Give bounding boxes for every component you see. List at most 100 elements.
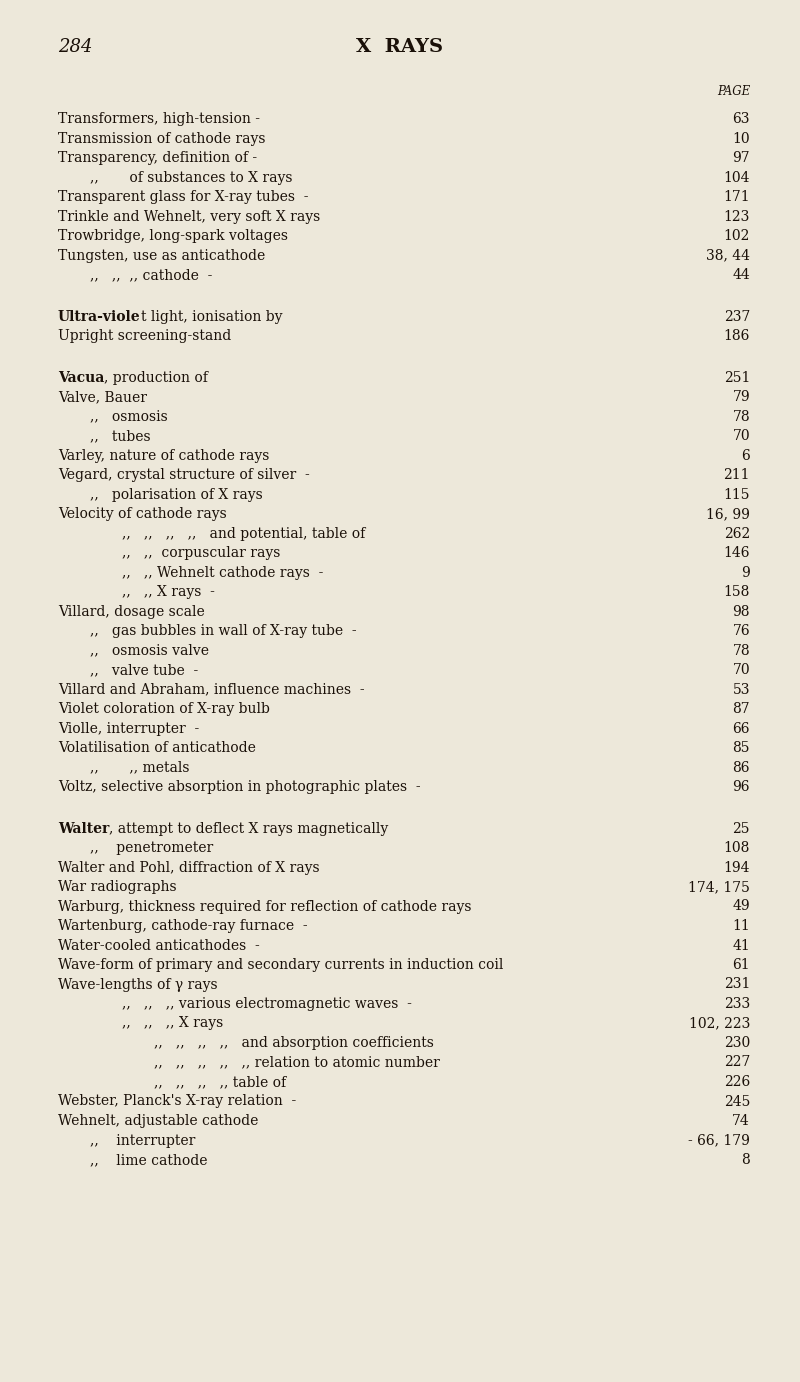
Text: 61: 61 (732, 958, 750, 972)
Text: Ultra-viole: Ultra-viole (58, 310, 141, 323)
Text: 262: 262 (724, 527, 750, 540)
Text: ,,   ,,   ,,   ,,   and potential, table of: ,, ,, ,, ,, and potential, table of (122, 527, 366, 540)
Text: Wave-form of primary and secondary currents in induction coil: Wave-form of primary and secondary curre… (58, 958, 503, 972)
Text: Walter and Pohl, diffraction of X rays: Walter and Pohl, diffraction of X rays (58, 861, 320, 875)
Text: Transparent glass for X-ray tubes  -: Transparent glass for X-ray tubes - (58, 189, 309, 205)
Text: 86: 86 (733, 760, 750, 774)
Text: Tungsten, use as anticathode: Tungsten, use as anticathode (58, 249, 266, 263)
Text: 44: 44 (732, 268, 750, 282)
Text: ,,       ,, metals: ,, ,, metals (90, 760, 190, 774)
Text: Varley, nature of cathode rays: Varley, nature of cathode rays (58, 449, 270, 463)
Text: 284: 284 (58, 37, 93, 57)
Text: , production of: , production of (104, 370, 208, 384)
Text: Villard, dosage scale: Villard, dosage scale (58, 604, 205, 619)
Text: 79: 79 (732, 390, 750, 404)
Text: 146: 146 (723, 546, 750, 560)
Text: 123: 123 (724, 210, 750, 224)
Text: ,,   ,, X rays  -: ,, ,, X rays - (122, 585, 215, 598)
Text: ,,    lime cathode: ,, lime cathode (90, 1153, 207, 1166)
Text: 25: 25 (733, 821, 750, 836)
Text: Violle, interrupter  -: Violle, interrupter - (58, 721, 199, 735)
Text: , attempt to deflect X rays magnetically: , attempt to deflect X rays magnetically (110, 821, 389, 836)
Text: ,,   ,,   ,, various electromagnetic waves  -: ,, ,, ,, various electromagnetic waves - (122, 996, 412, 1012)
Text: 237: 237 (724, 310, 750, 323)
Text: 231: 231 (724, 977, 750, 991)
Text: Wehnelt, adjustable cathode: Wehnelt, adjustable cathode (58, 1114, 258, 1128)
Text: Warburg, thickness required for reflection of cathode rays: Warburg, thickness required for reflecti… (58, 900, 471, 914)
Text: ,,   ,,   ,,   ,,   ,, relation to atomic number: ,, ,, ,, ,, ,, relation to atomic number (154, 1056, 440, 1070)
Text: Violet coloration of X-ray bulb: Violet coloration of X-ray bulb (58, 702, 270, 716)
Text: ,,    penetrometer: ,, penetrometer (90, 842, 214, 855)
Text: t light, ionisation by: t light, ionisation by (141, 310, 282, 323)
Text: 230: 230 (724, 1036, 750, 1050)
Text: Trowbridge, long-spark voltages: Trowbridge, long-spark voltages (58, 229, 288, 243)
Text: 53: 53 (733, 683, 750, 697)
Text: 96: 96 (733, 779, 750, 795)
Text: Webster, Planck's X-ray relation  -: Webster, Planck's X-ray relation - (58, 1095, 296, 1108)
Text: 74: 74 (732, 1114, 750, 1128)
Text: 78: 78 (732, 644, 750, 658)
Text: 78: 78 (732, 409, 750, 423)
Text: 6: 6 (742, 449, 750, 463)
Text: Upright screening-stand: Upright screening-stand (58, 329, 231, 343)
Text: ,,   ,,   ,,   ,, table of: ,, ,, ,, ,, table of (154, 1075, 286, 1089)
Text: 70: 70 (732, 663, 750, 677)
Text: ,,   ,, Wehnelt cathode rays  -: ,, ,, Wehnelt cathode rays - (122, 565, 323, 579)
Text: 186: 186 (724, 329, 750, 343)
Text: Wave-lengths of γ rays: Wave-lengths of γ rays (58, 977, 218, 991)
Text: ,,   valve tube  -: ,, valve tube - (90, 663, 198, 677)
Text: Transformers, high-tension -: Transformers, high-tension - (58, 112, 260, 126)
Text: ,,   ,,   ,, X rays: ,, ,, ,, X rays (122, 1017, 223, 1031)
Text: 11: 11 (732, 919, 750, 933)
Text: 194: 194 (723, 861, 750, 875)
Text: Water-cooled anticathodes  -: Water-cooled anticathodes - (58, 938, 260, 952)
Text: Vegard, crystal structure of silver  -: Vegard, crystal structure of silver - (58, 468, 310, 482)
Text: 171: 171 (723, 189, 750, 205)
Text: Villard and Abraham, influence machines  -: Villard and Abraham, influence machines … (58, 683, 365, 697)
Text: Volatilisation of anticathode: Volatilisation of anticathode (58, 741, 256, 755)
Text: 49: 49 (732, 900, 750, 914)
Text: 211: 211 (723, 468, 750, 482)
Text: 245: 245 (724, 1095, 750, 1108)
Text: 251: 251 (724, 370, 750, 384)
Text: Transmission of cathode rays: Transmission of cathode rays (58, 131, 266, 145)
Text: ,,   polarisation of X rays: ,, polarisation of X rays (90, 488, 262, 502)
Text: 85: 85 (733, 741, 750, 755)
Text: Vacua: Vacua (58, 370, 104, 384)
Text: PAGE: PAGE (717, 86, 750, 98)
Text: ,,       of substances to X rays: ,, of substances to X rays (90, 170, 293, 185)
Text: 98: 98 (733, 604, 750, 619)
Text: - 66, 179: - 66, 179 (688, 1133, 750, 1147)
Text: 104: 104 (723, 170, 750, 185)
Text: Trinkle and Wehnelt, very soft X rays: Trinkle and Wehnelt, very soft X rays (58, 210, 320, 224)
Text: Voltz, selective absorption in photographic plates  -: Voltz, selective absorption in photograp… (58, 779, 421, 795)
Text: War radiographs: War radiographs (58, 880, 177, 894)
Text: 10: 10 (732, 131, 750, 145)
Text: Velocity of cathode rays: Velocity of cathode rays (58, 507, 226, 521)
Text: 226: 226 (724, 1075, 750, 1089)
Text: 70: 70 (732, 428, 750, 444)
Text: ,,   ,,  ,, cathode  -: ,, ,, ,, cathode - (90, 268, 212, 282)
Text: 233: 233 (724, 996, 750, 1012)
Text: Wartenburg, cathode-ray furnace  -: Wartenburg, cathode-ray furnace - (58, 919, 308, 933)
Text: Transparency, definition of -: Transparency, definition of - (58, 151, 257, 164)
Text: 115: 115 (723, 488, 750, 502)
Text: ,,   tubes: ,, tubes (90, 428, 150, 444)
Text: X  RAYS: X RAYS (357, 37, 443, 57)
Text: 66: 66 (733, 721, 750, 735)
Text: ,,   gas bubbles in wall of X-ray tube  -: ,, gas bubbles in wall of X-ray tube - (90, 625, 357, 638)
Text: Walter: Walter (58, 821, 110, 836)
Text: 8: 8 (742, 1153, 750, 1166)
Text: 97: 97 (732, 151, 750, 164)
Text: 102: 102 (724, 229, 750, 243)
Text: ,,    interrupter: ,, interrupter (90, 1133, 195, 1147)
Text: 16, 99: 16, 99 (706, 507, 750, 521)
Text: 174, 175: 174, 175 (688, 880, 750, 894)
Text: Valve, Bauer: Valve, Bauer (58, 390, 147, 404)
Text: ,,   osmosis valve: ,, osmosis valve (90, 644, 209, 658)
Text: 108: 108 (724, 842, 750, 855)
Text: 38, 44: 38, 44 (706, 249, 750, 263)
Text: 102, 223: 102, 223 (689, 1017, 750, 1031)
Text: ,,   ,,   ,,   ,,   and absorption coefficients: ,, ,, ,, ,, and absorption coefficients (154, 1036, 434, 1050)
Text: 158: 158 (724, 585, 750, 598)
